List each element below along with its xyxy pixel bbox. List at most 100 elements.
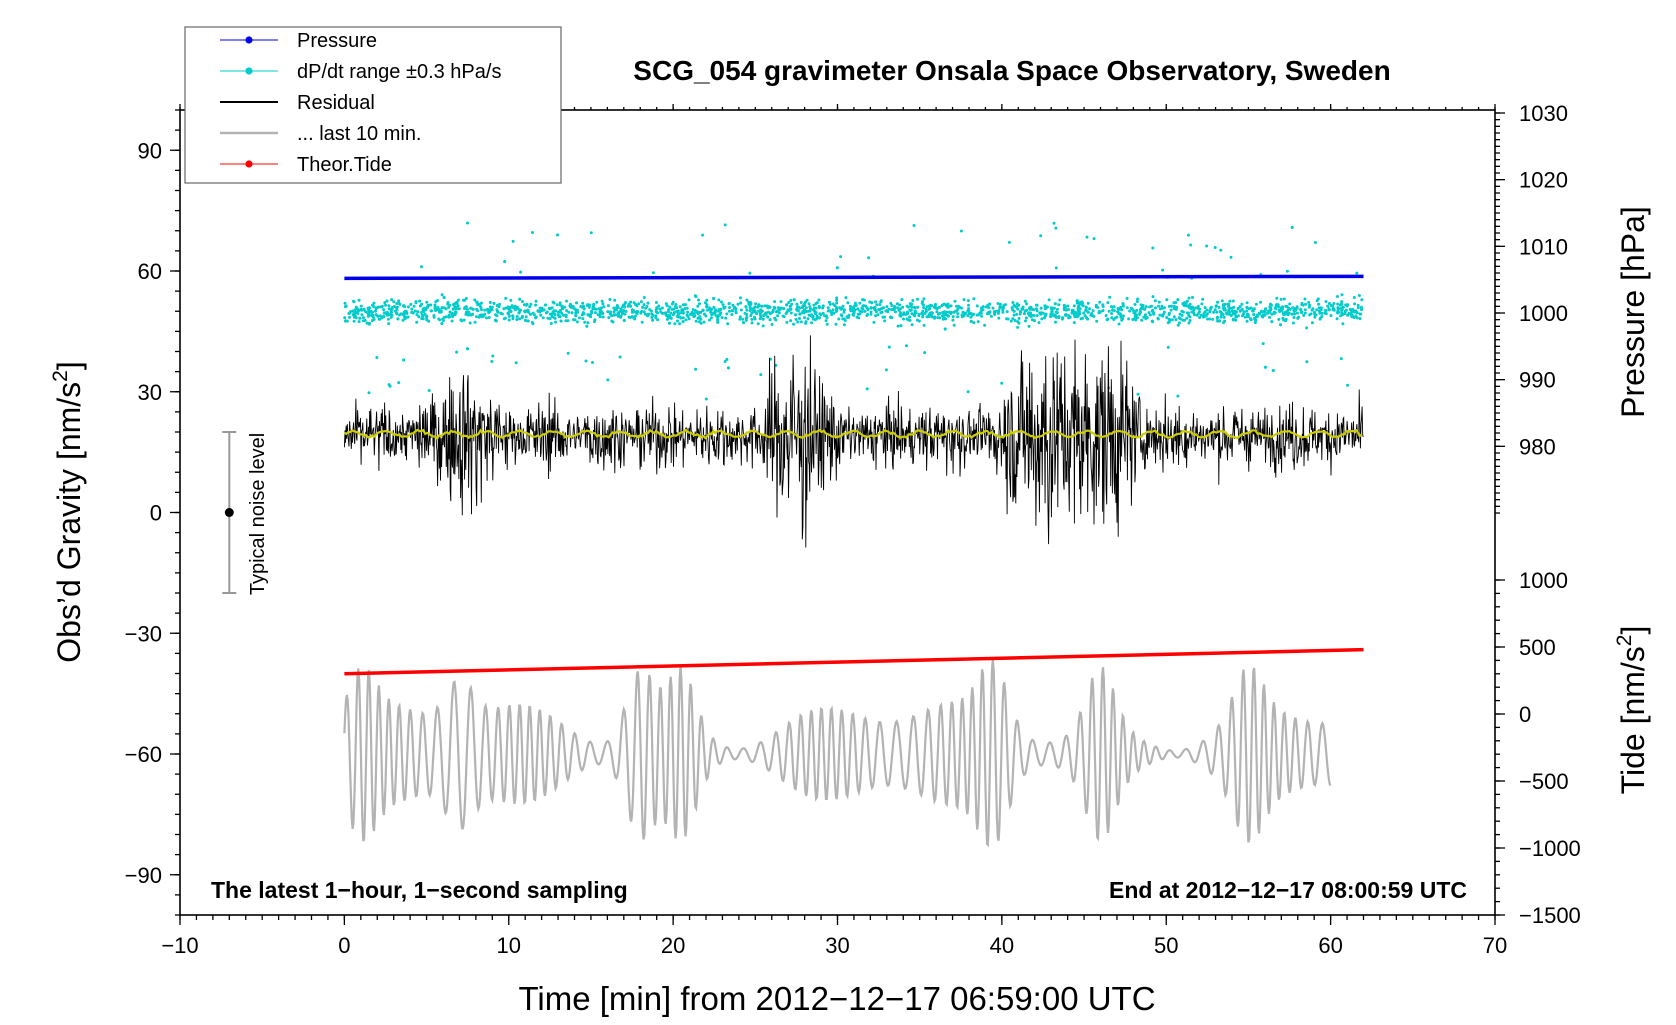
dpdt-point — [825, 322, 829, 326]
dpdt-point — [720, 316, 724, 320]
dpdt-point — [469, 313, 473, 317]
dpdt-point — [623, 312, 627, 316]
dpdt-point — [866, 313, 870, 316]
residual-line — [343, 335, 1364, 548]
tide-label-close: ] — [1615, 626, 1651, 635]
dpdt-point — [1138, 312, 1142, 316]
dpdt-point — [1348, 308, 1352, 311]
dpdt-point — [703, 301, 707, 305]
tide-tick-label: −1500 — [1519, 903, 1581, 928]
dpdt-point — [716, 320, 720, 324]
dpdt-point — [760, 304, 764, 308]
dpdt-point — [983, 323, 987, 327]
dpdt-point — [623, 301, 627, 305]
dpdt-point — [1337, 307, 1341, 311]
dpdt-point — [1120, 308, 1124, 312]
dpdt-point — [637, 302, 641, 306]
dpdt-point — [1318, 311, 1322, 315]
dpdt-point — [483, 308, 487, 312]
pressure-line — [344, 274, 1364, 281]
legend-last10-label: ... last 10 min. — [297, 123, 422, 145]
dpdt-point — [409, 302, 413, 306]
dpdt-point — [1335, 317, 1339, 321]
dpdt-point — [824, 319, 828, 323]
dpdt-point — [730, 313, 734, 316]
dpdt-point — [775, 310, 778, 314]
dpdt-point — [1012, 309, 1016, 313]
dpdt-point — [1263, 309, 1267, 313]
dpdt-point — [846, 301, 850, 305]
dpdt-point — [556, 233, 559, 237]
dpdt-point — [814, 311, 818, 314]
dpdt-point — [879, 311, 883, 315]
dpdt-point — [1177, 321, 1181, 325]
dpdt-point — [672, 311, 676, 315]
y-left-tick-label: 90 — [138, 138, 162, 163]
dpdt-point — [979, 308, 983, 312]
legend-dpdt-label: dP/dt range ±0.3 hPa/s — [297, 61, 501, 83]
dpdt-point — [826, 306, 830, 310]
dpdt-point — [1054, 226, 1058, 230]
dpdt-point — [764, 311, 768, 315]
dpdt-point — [654, 316, 658, 320]
dpdt-point — [559, 319, 563, 323]
dpdt-point — [640, 320, 644, 324]
dpdt-point — [589, 231, 593, 235]
dpdt-point — [987, 306, 991, 310]
dpdt-point — [558, 309, 562, 313]
dpdt-point — [549, 322, 553, 325]
dpdt-point — [876, 313, 880, 317]
dpdt-point — [902, 317, 905, 321]
tide-label-main: Tide [nm/s — [1615, 646, 1651, 794]
dpdt-point — [1358, 312, 1362, 316]
dpdt-point — [532, 313, 536, 317]
dpdt-point — [869, 306, 873, 310]
dpdt-point — [776, 314, 780, 318]
dpdt-point — [1130, 307, 1134, 311]
dpdt-point — [736, 302, 740, 306]
dpdt-point — [1268, 315, 1272, 319]
dpdt-point — [835, 266, 839, 270]
dpdt-point — [397, 381, 401, 385]
dpdt-point — [867, 256, 871, 260]
dpdt-point — [967, 307, 971, 311]
dpdt-point — [1125, 296, 1129, 300]
dpdt-point — [593, 320, 596, 324]
dpdt-point — [998, 302, 1002, 306]
dpdt-point — [1147, 311, 1151, 315]
noise-bar-center — [224, 508, 234, 517]
legend-dpdt-marker — [245, 67, 253, 75]
dpdt-point — [601, 315, 605, 319]
dpdt-point — [1167, 311, 1171, 315]
dpdt-point — [384, 303, 387, 307]
x-tick-label: 10 — [497, 933, 521, 958]
dpdt-point — [938, 311, 942, 315]
tide-label-sup: 2 — [1613, 635, 1636, 647]
dpdt-point — [587, 305, 591, 309]
dpdt-point — [456, 298, 460, 302]
dpdt-point — [1260, 314, 1264, 318]
dpdt-point — [718, 313, 721, 317]
dpdt-point — [1011, 317, 1015, 321]
dpdt-point — [1327, 307, 1331, 311]
dpdt-point — [801, 305, 804, 309]
dpdt-point — [367, 322, 371, 326]
dpdt-point — [922, 303, 925, 307]
dpdt-point — [418, 304, 422, 308]
dpdt-point — [582, 304, 585, 308]
dpdt-point — [734, 310, 738, 313]
dpdt-point — [913, 306, 917, 309]
dpdt-point — [962, 298, 966, 302]
dpdt-point — [739, 301, 743, 305]
dpdt-point — [745, 316, 748, 320]
dpdt-point — [1086, 317, 1090, 321]
dpdt-point — [842, 308, 846, 312]
dpdt-point — [1096, 306, 1100, 309]
dpdt-point — [359, 304, 363, 308]
dpdt-point — [1272, 310, 1276, 314]
dpdt-point — [390, 298, 394, 302]
dpdt-point — [376, 314, 380, 318]
dpdt-point — [809, 307, 812, 311]
dpdt-point — [539, 313, 543, 317]
dpdt-point — [739, 308, 743, 312]
